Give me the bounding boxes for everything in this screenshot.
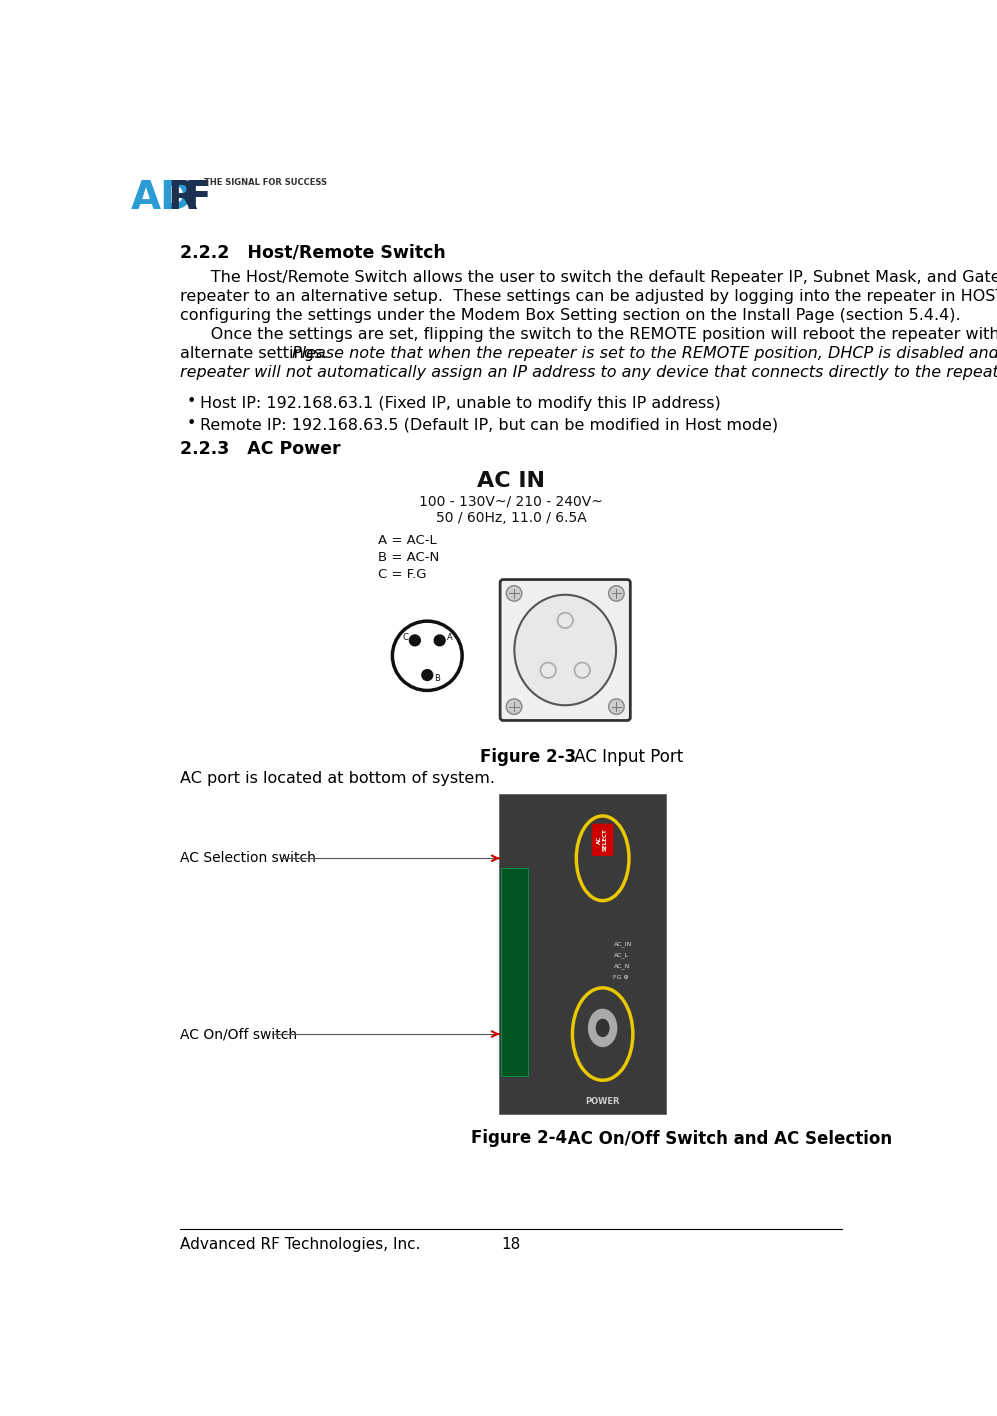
Text: F: F: [184, 180, 211, 217]
Text: AD: AD: [131, 180, 193, 217]
Ellipse shape: [514, 595, 616, 705]
Ellipse shape: [588, 1008, 617, 1048]
Text: repeater will not automatically assign an IP address to any device that connects: repeater will not automatically assign a…: [180, 365, 997, 379]
FancyBboxPatch shape: [500, 868, 528, 1076]
Text: •: •: [186, 395, 196, 409]
Text: Figure 2-3: Figure 2-3: [480, 748, 576, 766]
Text: 100 - 130V~/ 210 - 240V~: 100 - 130V~/ 210 - 240V~: [419, 494, 603, 508]
FancyBboxPatch shape: [592, 824, 613, 857]
FancyBboxPatch shape: [499, 794, 666, 1114]
Circle shape: [608, 700, 624, 714]
Text: AC On/Off switch: AC On/Off switch: [180, 1027, 297, 1041]
Text: Advanced RF Technologies, Inc.: Advanced RF Technologies, Inc.: [180, 1238, 421, 1252]
Text: C: C: [403, 633, 409, 641]
Text: AC_L: AC_L: [613, 953, 629, 959]
Text: 2.2.3   AC Power: 2.2.3 AC Power: [180, 440, 341, 459]
Circle shape: [410, 634, 421, 646]
Text: AC Input Port: AC Input Port: [548, 748, 683, 766]
Text: B = AC-N: B = AC-N: [378, 551, 439, 564]
Text: configuring the settings under the Modem Box Setting section on the Install Page: configuring the settings under the Modem…: [180, 307, 961, 323]
Text: AC_N: AC_N: [613, 964, 630, 970]
Text: •: •: [186, 416, 196, 432]
Text: AC_IN: AC_IN: [613, 942, 632, 947]
Text: R: R: [167, 180, 197, 217]
Text: alternate settings.: alternate settings.: [180, 347, 338, 361]
Text: FG ⊕: FG ⊕: [613, 974, 629, 980]
Text: AC IN: AC IN: [477, 472, 545, 491]
Text: Remote IP: 192.168.63.5 (Default IP, but can be modified in Host mode): Remote IP: 192.168.63.5 (Default IP, but…: [199, 418, 778, 432]
Text: Please note that when the repeater is set to the REMOTE position, DHCP is disabl: Please note that when the repeater is se…: [292, 347, 997, 361]
Circle shape: [506, 586, 521, 602]
Text: The Host/Remote Switch allows the user to switch the default Repeater IP, Subnet: The Host/Remote Switch allows the user t…: [180, 270, 997, 285]
FancyBboxPatch shape: [364, 464, 658, 735]
Circle shape: [506, 700, 521, 714]
Text: Host IP: 192.168.63.1 (Fixed IP, unable to modify this IP address): Host IP: 192.168.63.1 (Fixed IP, unable …: [199, 395, 721, 411]
Text: AC On/Off Switch and AC Selection: AC On/Off Switch and AC Selection: [538, 1130, 892, 1147]
Text: 18: 18: [501, 1238, 520, 1252]
Text: 50 / 60Hz, 11.0 / 6.5A: 50 / 60Hz, 11.0 / 6.5A: [436, 511, 586, 525]
Text: Once the settings are set, flipping the switch to the REMOTE position will reboo: Once the settings are set, flipping the …: [180, 327, 997, 343]
Ellipse shape: [595, 1018, 609, 1037]
Text: AC Selection switch: AC Selection switch: [180, 851, 316, 865]
Circle shape: [389, 617, 466, 694]
Text: Figure 2-4: Figure 2-4: [471, 1130, 566, 1147]
Text: AC port is located at bottom of system.: AC port is located at bottom of system.: [180, 772, 496, 786]
Circle shape: [608, 586, 624, 602]
Text: AC
SELECT: AC SELECT: [597, 828, 608, 851]
Circle shape: [435, 634, 445, 646]
Text: B: B: [435, 674, 440, 683]
Text: THE SIGNAL FOR SUCCESS: THE SIGNAL FOR SUCCESS: [203, 178, 327, 187]
Text: A = AC-L: A = AC-L: [378, 534, 437, 547]
Text: repeater to an alternative setup.  These settings can be adjusted by logging int: repeater to an alternative setup. These …: [180, 289, 997, 304]
Text: A: A: [447, 633, 453, 641]
FancyBboxPatch shape: [500, 579, 630, 721]
Text: 2.2.2   Host/Remote Switch: 2.2.2 Host/Remote Switch: [180, 244, 447, 261]
Circle shape: [422, 670, 433, 681]
Text: POWER: POWER: [585, 1097, 620, 1106]
Text: C = F.G: C = F.G: [378, 568, 426, 581]
